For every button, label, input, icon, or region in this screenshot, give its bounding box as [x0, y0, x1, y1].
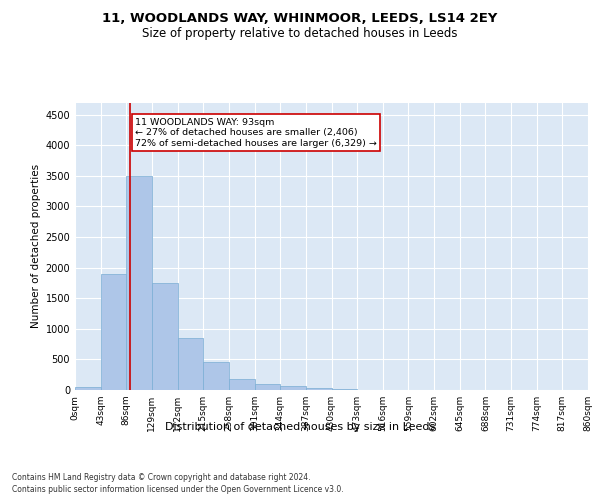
Text: Contains public sector information licensed under the Open Government Licence v3: Contains public sector information licen… — [12, 485, 344, 494]
Y-axis label: Number of detached properties: Number of detached properties — [31, 164, 41, 328]
Bar — [280, 386, 306, 390]
Bar — [203, 362, 229, 390]
Bar — [229, 380, 254, 390]
Text: Size of property relative to detached houses in Leeds: Size of property relative to detached ho… — [142, 28, 458, 40]
Text: 11, WOODLANDS WAY, WHINMOOR, LEEDS, LS14 2EY: 11, WOODLANDS WAY, WHINMOOR, LEEDS, LS14… — [103, 12, 497, 26]
Text: 11 WOODLANDS WAY: 93sqm
← 27% of detached houses are smaller (2,406)
72% of semi: 11 WOODLANDS WAY: 93sqm ← 27% of detache… — [135, 118, 377, 148]
Bar — [178, 338, 203, 390]
Bar — [75, 387, 101, 390]
Bar — [101, 274, 127, 390]
Bar — [306, 388, 331, 390]
Bar — [254, 384, 280, 390]
Bar — [152, 283, 178, 390]
Bar — [127, 176, 152, 390]
Text: Contains HM Land Registry data © Crown copyright and database right 2024.: Contains HM Land Registry data © Crown c… — [12, 472, 311, 482]
Text: Distribution of detached houses by size in Leeds: Distribution of detached houses by size … — [165, 422, 435, 432]
